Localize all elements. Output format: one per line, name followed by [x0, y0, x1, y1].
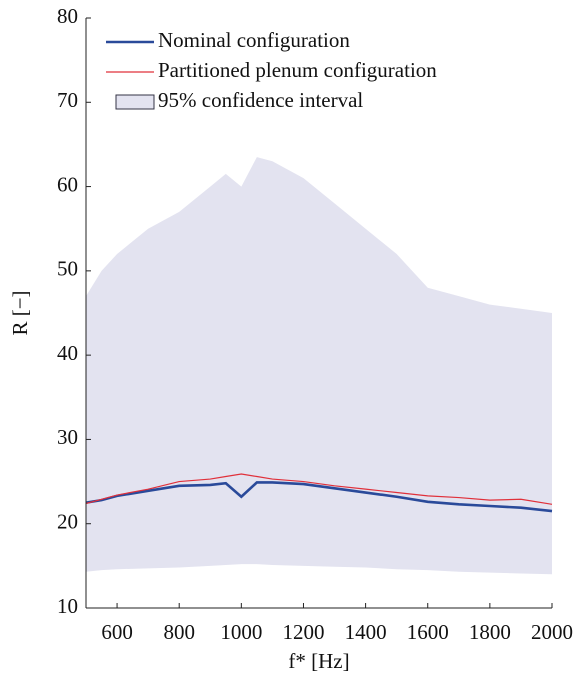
y-tick-label: 50	[57, 257, 78, 281]
y-axis-label: R [−]	[8, 290, 32, 335]
x-tick-label: 1400	[345, 620, 387, 644]
x-tick-label: 1000	[220, 620, 262, 644]
legend-label: Nominal configuration	[158, 28, 350, 52]
y-tick-label: 60	[57, 172, 78, 196]
y-tick-label: 30	[57, 425, 78, 449]
y-tick-label: 70	[57, 88, 78, 112]
x-tick-label: 1800	[469, 620, 511, 644]
x-tick-label: 2000	[531, 620, 573, 644]
series-line	[85, 473, 553, 505]
legend-label: Partitioned plenum configuration	[158, 58, 437, 82]
y-tick-label: 20	[57, 510, 78, 534]
legend-label: 95% confidence interval	[158, 88, 363, 112]
x-tick-label: 1200	[282, 620, 324, 644]
series-line	[85, 481, 553, 513]
x-axis-label: f* [Hz]	[288, 649, 349, 673]
y-tick-label: 80	[57, 4, 78, 28]
x-tick-label: 800	[163, 620, 195, 644]
y-tick-label: 40	[57, 341, 78, 365]
x-tick-label: 1600	[407, 620, 449, 644]
x-tick-label: 600	[101, 620, 133, 644]
y-tick-label: 10	[57, 594, 78, 618]
legend-swatch	[115, 94, 155, 110]
confidence-band	[86, 157, 552, 575]
